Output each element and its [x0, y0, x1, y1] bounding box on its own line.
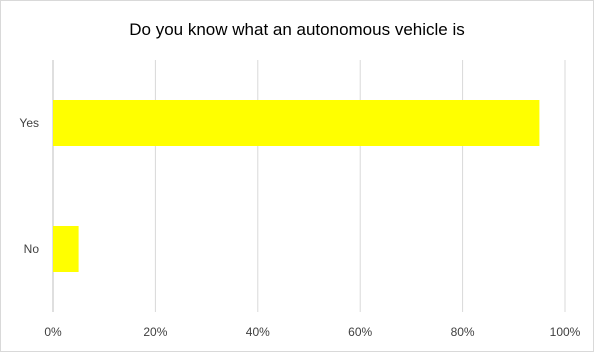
x-tick-label-60: 60% — [348, 325, 372, 339]
bars — [53, 100, 540, 272]
gridlines — [52, 60, 566, 312]
x-tick-label-0: 0% — [44, 325, 62, 339]
category-label-no: No — [24, 242, 40, 256]
bar-no — [53, 226, 79, 272]
x-tick-label-20: 20% — [143, 325, 167, 339]
x-tick-label-40: 40% — [246, 325, 270, 339]
x-tick-labels: 0% 20% 40% 60% 80% 100% — [44, 325, 580, 339]
bar-yes — [53, 100, 540, 146]
chart-title: Do you know what an autonomous vehicle i… — [129, 20, 465, 39]
x-tick-label-80: 80% — [451, 325, 475, 339]
x-tick-label-100: 100% — [550, 325, 581, 339]
category-labels: Yes No — [19, 116, 39, 256]
category-label-yes: Yes — [19, 116, 39, 130]
